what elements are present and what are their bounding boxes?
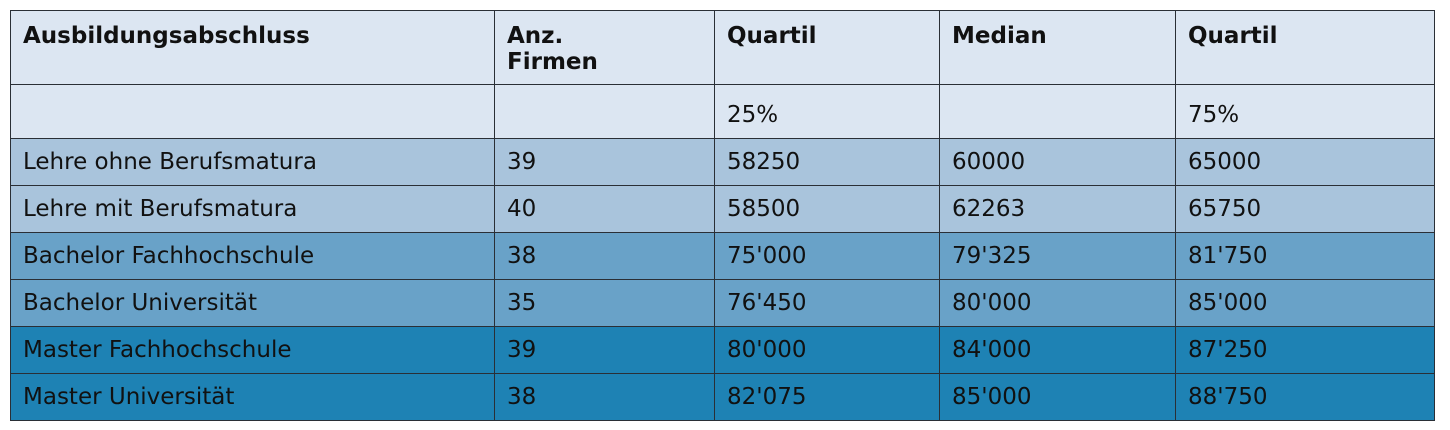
table-row: Master Fachhochschule 39 80'000 84'000 8…	[10, 326, 1435, 374]
cell-quartile-75: 65750	[1175, 185, 1435, 233]
cell-degree: Bachelor Fachhochschule	[10, 232, 495, 280]
cell-firm-count: 38	[494, 373, 715, 421]
cell-firm-count: 39	[494, 138, 715, 186]
cell-median: 62263	[939, 185, 1176, 233]
cell-quartile-75: 88'750	[1175, 373, 1435, 421]
cell-firm-count: 39	[494, 326, 715, 374]
cell-median: 60000	[939, 138, 1176, 186]
subheader-cell-25-percent: 25%	[714, 84, 940, 139]
header-row: Ausbildungsabschluss Anz. Firmen Quartil…	[10, 10, 1435, 85]
cell-quartile-25: 58500	[714, 185, 940, 233]
cell-degree: Bachelor Universität	[10, 279, 495, 327]
cell-quartile-25: 82'075	[714, 373, 940, 421]
cell-firm-count: 40	[494, 185, 715, 233]
cell-quartile-25: 75'000	[714, 232, 940, 280]
cell-median: 79'325	[939, 232, 1176, 280]
cell-quartile-75: 85'000	[1175, 279, 1435, 327]
subheader-cell-75-percent: 75%	[1175, 84, 1435, 139]
header-cell-ausbildungsabschluss: Ausbildungsabschluss	[10, 10, 495, 85]
subheader-row: 25% 75%	[10, 84, 1435, 139]
subheader-cell	[939, 84, 1176, 139]
cell-firm-count: 35	[494, 279, 715, 327]
cell-quartile-75: 87'250	[1175, 326, 1435, 374]
cell-quartile-75: 81'750	[1175, 232, 1435, 280]
table-row: Master Universität 38 82'075 85'000 88'7…	[10, 373, 1435, 421]
subheader-cell	[10, 84, 495, 139]
cell-median: 85'000	[939, 373, 1176, 421]
table-row: Bachelor Universität 35 76'450 80'000 85…	[10, 279, 1435, 327]
header-anz-firmen-label: Anz. Firmen	[507, 23, 598, 75]
salary-table: Ausbildungsabschluss Anz. Firmen Quartil…	[10, 10, 1435, 421]
table-row: Bachelor Fachhochschule 38 75'000 79'325…	[10, 232, 1435, 280]
subheader-cell	[494, 84, 715, 139]
cell-quartile-25: 76'450	[714, 279, 940, 327]
cell-median: 80'000	[939, 279, 1176, 327]
header-cell-median: Median	[939, 10, 1176, 85]
cell-median: 84'000	[939, 326, 1176, 374]
table-row: Lehre ohne Berufsmatura 39 58250 60000 6…	[10, 138, 1435, 186]
cell-degree: Lehre ohne Berufsmatura	[10, 138, 495, 186]
header-cell-quartil-75: Quartil	[1175, 10, 1435, 85]
cell-degree: Master Fachhochschule	[10, 326, 495, 374]
cell-quartile-75: 65000	[1175, 138, 1435, 186]
header-cell-anz-firmen: Anz. Firmen	[494, 10, 715, 85]
table-row: Lehre mit Berufsmatura 40 58500 62263 65…	[10, 185, 1435, 233]
cell-quartile-25: 58250	[714, 138, 940, 186]
header-cell-quartil-25: Quartil	[714, 10, 940, 85]
cell-degree: Lehre mit Berufsmatura	[10, 185, 495, 233]
cell-firm-count: 38	[494, 232, 715, 280]
cell-quartile-25: 80'000	[714, 326, 940, 374]
cell-degree: Master Universität	[10, 373, 495, 421]
